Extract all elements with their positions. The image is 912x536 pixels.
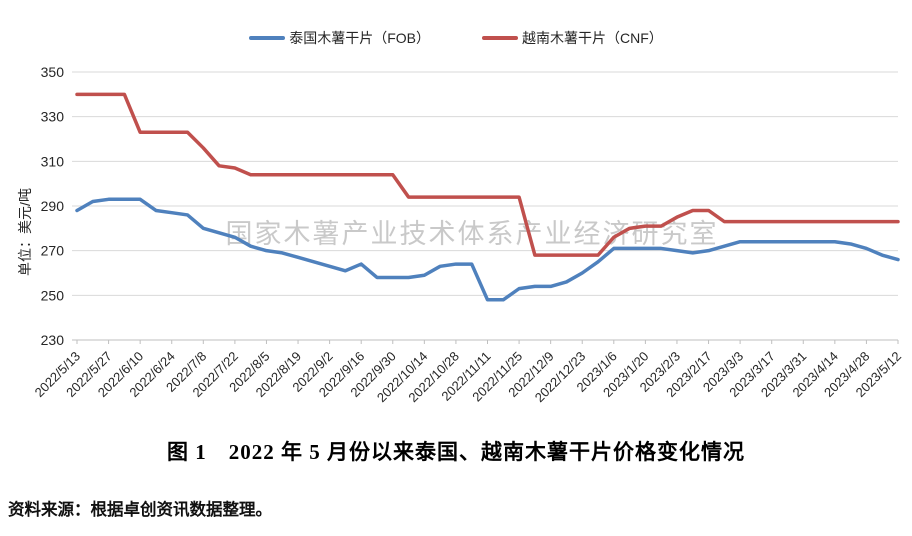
legend-item-thailand-fob: 泰国木薯干片（FOB）: [249, 28, 430, 48]
chart-legend: 泰国木薯干片（FOB） 越南木薯干片（CNF）: [0, 28, 912, 48]
y-axis-tick-label: 310: [41, 153, 65, 169]
y-axis-tick-label: 330: [41, 109, 65, 125]
watermark-text: 国家木薯产业技术体系产业经济研究室: [226, 219, 719, 249]
y-axis-tick-label: 270: [41, 243, 65, 259]
legend-line-vietnam-icon: [482, 36, 518, 40]
legend-label-thailand: 泰国木薯干片（FOB）: [289, 30, 430, 46]
y-axis-tick-label: 290: [41, 198, 65, 214]
source-note: 资料来源：根据卓创资讯数据整理。: [8, 500, 272, 519]
legend-line-thailand-icon: [249, 36, 286, 40]
legend-item-vietnam-cnf: 越南木薯干片（CNF）: [482, 28, 663, 48]
chart-canvas: 2302502702903103303502022/5/132022/5/272…: [17, 64, 904, 405]
y-axis-tick-label: 250: [41, 287, 65, 303]
series-line-vietnam-cnf: [75, 92, 900, 257]
price-chart: 230 250 270 290 310 330 350 2022/5/13 2022/5/27 2…: [0, 28, 912, 405]
y-axis-tick-label: 350: [41, 64, 65, 80]
legend-label-vietnam: 越南木薯干片（CNF）: [522, 30, 663, 46]
y-axis-tick-label: 230: [41, 332, 65, 348]
figure-caption: 图 1 2022 年 5 月份以来泰国、越南木薯干片价格变化情况: [167, 440, 745, 464]
series-line-thailand-fob: [75, 197, 900, 302]
y-axis-unit-label: 单位：美元/吨: [17, 188, 33, 276]
